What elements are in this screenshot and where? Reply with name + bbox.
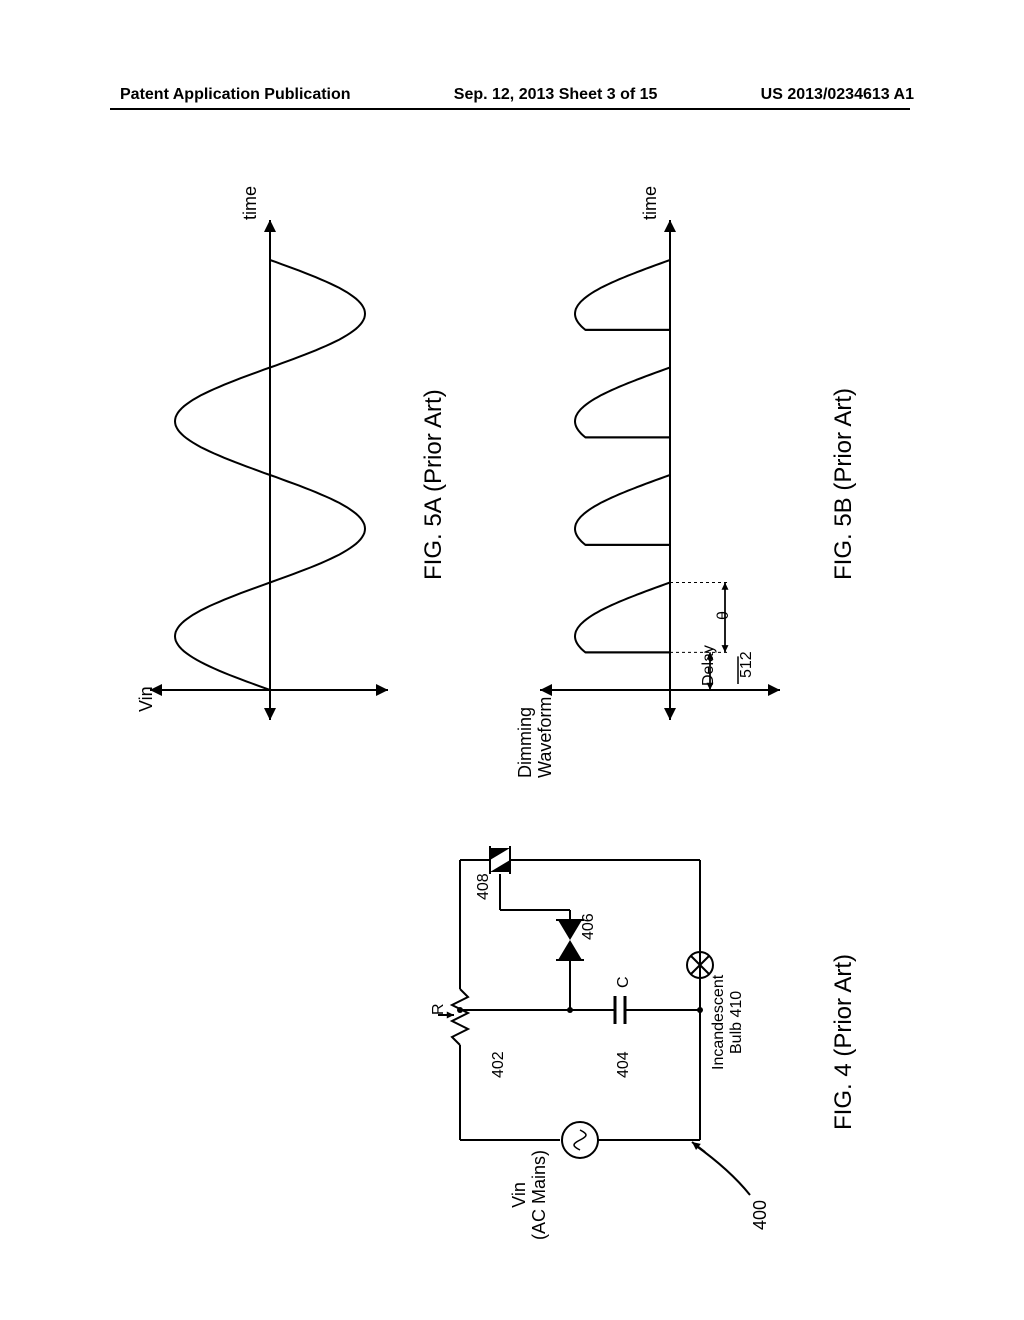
fig4-ref-400: 400 [750, 1200, 771, 1230]
fig4-ref-404: 404 [615, 1051, 633, 1078]
fig5b: Dimming Waveform time Delay 512 θ FIG. 5… [520, 160, 900, 760]
fig5a: Vin time FIG. 5A (Prior Art) [140, 160, 470, 760]
fig4-bulb-line1: Incandescent [710, 975, 728, 1070]
fig4-vin-line1: Vin [510, 1150, 530, 1240]
fig5a-svg [140, 160, 400, 760]
fig5a-xlabel: time [240, 186, 261, 220]
fig4-R: R [430, 1003, 448, 1015]
fig4: Vin (AC Mains) 400 402 R 404 C 406 408 I… [430, 830, 900, 1240]
header-right: US 2013/0234613 A1 [761, 86, 914, 104]
fig5a-ylabel: Vin [136, 686, 157, 712]
fig4-caption: FIG. 4 (Prior Art) [830, 954, 858, 1130]
fig5b-ylabel-line1: Dimming [516, 697, 536, 778]
header-rule [110, 108, 910, 110]
fig5b-caption: FIG. 5B (Prior Art) [830, 388, 858, 580]
content-area: Vin (AC Mains) 400 402 R 404 C 406 408 I… [0, 310, 1024, 1090]
fig5b-ylabel: Dimming Waveform [516, 697, 556, 778]
rotated-stage: Vin (AC Mains) 400 402 R 404 C 406 408 I… [120, 160, 900, 1240]
header-left: Patent Application Publication [120, 86, 351, 104]
header-center: Sep. 12, 2013 Sheet 3 of 15 [454, 86, 658, 104]
page-header: Patent Application Publication Sep. 12, … [0, 86, 1024, 104]
fig4-C: C [615, 976, 633, 988]
fig5b-ref-512: 512 [738, 651, 756, 678]
fig4-vin-line2: (AC Mains) [530, 1150, 550, 1240]
fig4-ref-408: 408 [475, 873, 493, 900]
fig4-ref-406: 406 [580, 913, 598, 940]
fig5a-caption: FIG. 5A (Prior Art) [420, 389, 448, 580]
fig5b-xlabel: time [640, 186, 661, 220]
fig4-ref-402: 402 [490, 1051, 508, 1078]
fig4-bulb-line2: Bulb 410 [728, 975, 746, 1070]
fig5b-delay: Delay [700, 645, 718, 686]
fig4-vin-label: Vin (AC Mains) [510, 1150, 550, 1240]
fig5b-theta: θ [715, 611, 733, 620]
fig4-bulb-label: Incandescent Bulb 410 [710, 975, 745, 1070]
fig5b-svg [520, 160, 800, 760]
fig5b-ylabel-line2: Waveform [536, 697, 556, 778]
